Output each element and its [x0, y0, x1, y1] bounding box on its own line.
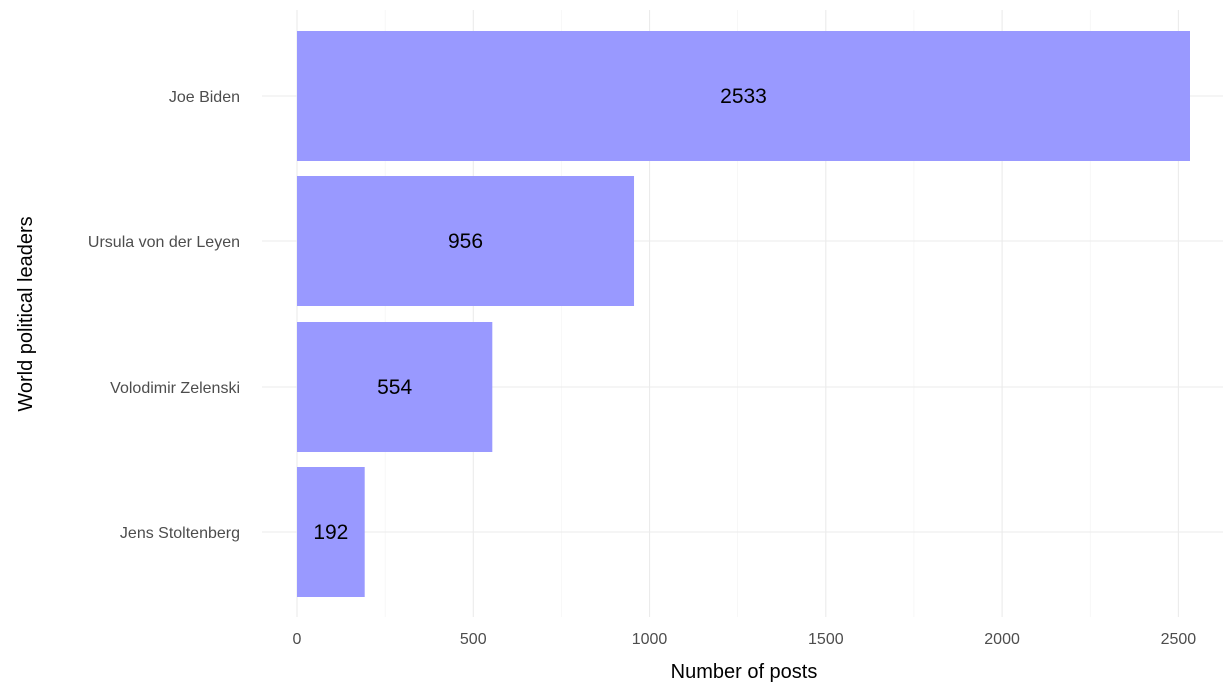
data-label: 956 — [448, 230, 483, 253]
x-tick-label: 1500 — [808, 631, 844, 648]
bar — [297, 467, 365, 597]
x-tick-label: 1000 — [632, 631, 668, 648]
y-axis-title: World political leaders — [15, 216, 37, 411]
bar — [297, 322, 493, 452]
x-tick-label: 0 — [293, 631, 302, 648]
x-tick-label: 2000 — [984, 631, 1020, 648]
x-axis-title: Number of posts — [671, 661, 818, 683]
y-tick-label: Volodimir Zelenski — [110, 380, 240, 397]
y-tick-label: Joe Biden — [169, 89, 240, 106]
data-label: 192 — [313, 521, 348, 544]
y-tick-label: Jens Stoltenberg — [120, 525, 240, 542]
x-tick-labels: 0 500 1000 1500 2000 2500 — [293, 631, 1197, 648]
data-label: 554 — [377, 376, 412, 399]
bar — [297, 176, 635, 306]
x-tick-label: 2500 — [1161, 631, 1197, 648]
bars: 2533 956 554 192 — [297, 31, 1190, 597]
bar — [297, 31, 1190, 161]
y-tick-labels: Joe Biden Ursula von der Leyen Volodimir Z… — [88, 89, 240, 542]
x-tick-label: 500 — [460, 631, 487, 648]
y-tick-label: Ursula von der Leyen — [88, 234, 240, 251]
data-label: 2533 — [720, 85, 767, 108]
